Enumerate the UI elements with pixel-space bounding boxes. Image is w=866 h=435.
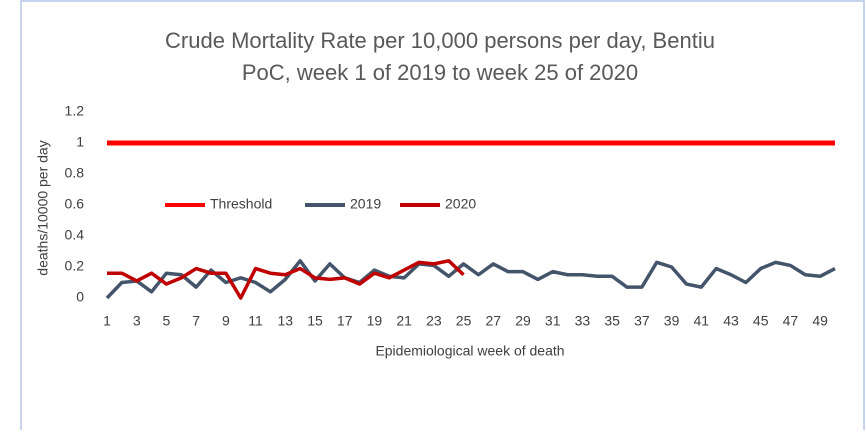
x-tick-label: 29 (515, 313, 531, 329)
y-axis-label: deaths/10000 per day (35, 140, 51, 275)
x-tick-label: 25 (456, 313, 472, 329)
x-tick-label: 9 (222, 313, 230, 329)
series-line (107, 259, 465, 300)
y-tick-label: 1.2 (65, 103, 85, 119)
series-line (105, 259, 836, 300)
y-tick-label: 1 (76, 134, 84, 150)
x-tick-label: 1 (103, 313, 111, 329)
y-tick-label: 0.8 (65, 165, 85, 181)
y-tick-label: 0.2 (65, 258, 85, 274)
x-tick-label: 21 (396, 313, 412, 329)
x-tick-label: 15 (307, 313, 323, 329)
chart-frame (20, 0, 865, 435)
legend-label: 2019 (350, 196, 381, 212)
chart-title: PoC, week 1 of 2019 to week 25 of 2020 (242, 60, 638, 85)
x-tick-label: 49 (812, 313, 828, 329)
y-tick-label: 0.6 (65, 196, 85, 212)
chart-title: Crude Mortality Rate per 10,000 persons … (165, 28, 715, 53)
x-tick-label: 19 (367, 313, 383, 329)
x-tick-label: 33 (575, 313, 591, 329)
x-tick-label: 17 (337, 313, 353, 329)
x-tick-label: 11 (248, 313, 263, 329)
legend-label: 2020 (445, 196, 476, 212)
x-tick-label: 45 (753, 313, 769, 329)
x-tick-label: 43 (723, 313, 739, 329)
x-axis-label: Epidemiological week of death (375, 343, 564, 359)
x-tick-label: 37 (634, 313, 650, 329)
x-tick-label: 7 (192, 313, 200, 329)
x-tick-label: 39 (664, 313, 680, 329)
x-tick-label: 41 (693, 313, 709, 329)
x-tick-label: 31 (545, 313, 561, 329)
x-tick-label: 5 (163, 313, 171, 329)
x-tick-label: 47 (783, 313, 799, 329)
legend-label: Threshold (210, 196, 272, 212)
x-tick-label: 35 (604, 313, 620, 329)
y-tick-label: 0.4 (65, 227, 85, 243)
x-tick-label: 3 (133, 313, 141, 329)
x-tick-label: 27 (485, 313, 501, 329)
x-tick-label: 13 (277, 313, 293, 329)
y-tick-label: 0 (76, 289, 84, 305)
x-tick-label: 23 (426, 313, 442, 329)
